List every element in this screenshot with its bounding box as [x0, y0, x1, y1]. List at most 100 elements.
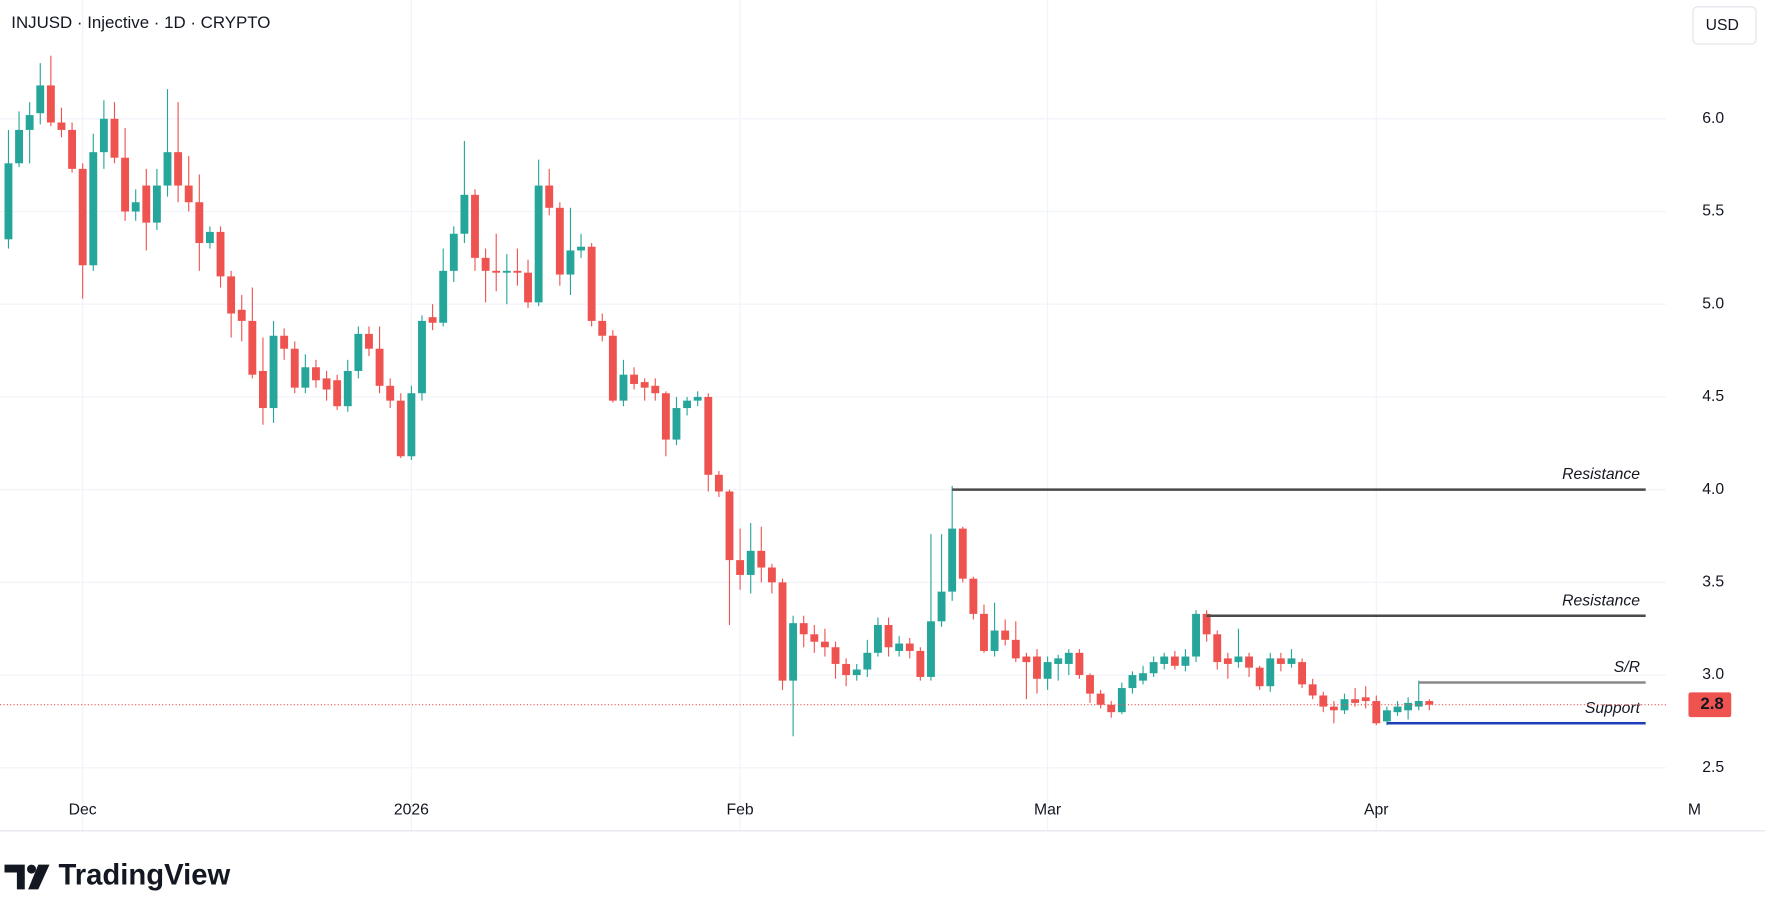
candle-body: [280, 335, 289, 349]
candle-body: [481, 257, 490, 271]
candle-body: [969, 578, 978, 614]
y-tick-label: 5.5: [1702, 203, 1724, 220]
candle-body: [1192, 613, 1200, 657]
candle-body: [1202, 613, 1211, 635]
candle-body: [1298, 662, 1307, 685]
candle-body: [195, 202, 204, 244]
candle-body: [566, 250, 575, 275]
candle-body: [1213, 634, 1222, 663]
candle-body: [131, 202, 140, 212]
candle-body: [1033, 656, 1041, 679]
candle-body: [163, 152, 172, 186]
level-label: Resistance: [1562, 466, 1640, 483]
x-tick-label: Dec: [69, 802, 97, 819]
candle-body: [693, 396, 702, 401]
candle-body: [948, 528, 957, 592]
grid: [0, 0, 1666, 831]
candle-body: [937, 591, 946, 622]
candle-body: [216, 231, 225, 277]
candle-body: [990, 630, 999, 651]
candle-body: [958, 528, 967, 579]
candle-body: [184, 185, 193, 203]
candle-body: [577, 246, 585, 251]
candle-body: [863, 652, 872, 670]
candle-body: [820, 641, 829, 648]
candle-body: [534, 185, 543, 303]
candle-body: [810, 634, 819, 642]
candle-body: [746, 550, 755, 575]
candle-body: [1107, 704, 1116, 713]
candle-body: [980, 613, 988, 651]
candle-body: [852, 669, 861, 676]
candle-body: [78, 168, 87, 266]
candle-body: [460, 194, 469, 234]
candle-body: [1255, 667, 1264, 687]
candle-body: [269, 335, 278, 409]
candle-body: [1011, 639, 1020, 659]
candle-body: [1075, 652, 1084, 676]
candle-body: [439, 270, 448, 323]
level-label: S/R: [1614, 659, 1640, 676]
candle-body: [1393, 706, 1402, 713]
candle-body: [502, 270, 511, 273]
candle-body: [1276, 658, 1285, 664]
candle-body: [905, 643, 914, 651]
chart-background: [0, 0, 1765, 831]
brand-name: TradingView: [59, 860, 231, 892]
candle-body: [248, 320, 257, 375]
candle-body: [492, 270, 501, 273]
candle-body: [1425, 701, 1434, 705]
candle-body: [555, 207, 564, 275]
candle-body: [1308, 684, 1317, 696]
level-label: Support: [1585, 700, 1641, 717]
y-tick-label: 5.0: [1702, 295, 1724, 312]
logo-mark: [27, 864, 37, 874]
candle-body: [227, 276, 236, 314]
candle-body: [375, 348, 384, 386]
candle-body: [46, 85, 55, 123]
candle-body: [1287, 658, 1296, 664]
candle-body: [704, 396, 713, 475]
candle-body: [365, 333, 373, 349]
candle-body: [449, 233, 458, 271]
y-tick-label: 2.5: [1702, 759, 1724, 776]
candle-body: [619, 374, 628, 401]
candle-body: [587, 246, 596, 321]
candle-body: [1372, 701, 1381, 724]
candle-body: [545, 185, 554, 208]
x-tick-label: Mar: [1034, 802, 1061, 819]
candle-body: [651, 385, 660, 394]
price-label: 2.8: [1700, 694, 1723, 713]
candle-body: [831, 647, 840, 664]
candle-body: [354, 333, 363, 371]
brand-logo: TradingView: [4, 860, 231, 892]
candle-body: [630, 374, 639, 384]
candle-body: [1170, 656, 1179, 666]
candle-body: [290, 348, 299, 388]
candle-body: [1361, 697, 1370, 702]
candle-body: [1064, 652, 1073, 664]
candle-body: [778, 582, 787, 681]
candle-body: [1234, 656, 1243, 663]
currency[interactable]: USD: [1706, 17, 1739, 34]
candle-body: [110, 118, 119, 158]
candle-body: [916, 650, 925, 677]
currency-box[interactable]: [1692, 6, 1757, 45]
candle-body: [1181, 656, 1190, 666]
candle-body: [322, 378, 331, 390]
candle-body: [1382, 710, 1391, 722]
candle-body: [418, 320, 426, 394]
level-label: Resistance: [1562, 592, 1640, 609]
candle-body: [343, 370, 352, 407]
candle-body: [1043, 662, 1052, 679]
candle-body: [1054, 658, 1063, 664]
candle-body: [661, 393, 670, 440]
y-tick-label: 3.0: [1702, 666, 1724, 683]
candle-body: [1319, 695, 1328, 707]
candle-body: [301, 367, 310, 388]
x-tick-label: Feb: [727, 802, 754, 819]
candle-body: [640, 382, 649, 388]
candle-body: [1266, 658, 1275, 687]
candle-body: [68, 129, 77, 169]
